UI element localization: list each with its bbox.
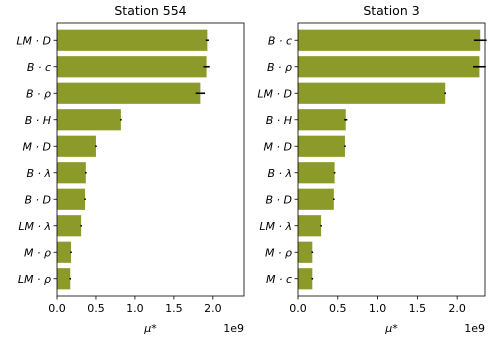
x-axis-offset: 1e9 — [464, 322, 485, 335]
bar — [57, 215, 82, 237]
y-tick-label: M · D — [264, 140, 292, 153]
bar — [57, 135, 96, 157]
y-tick-label: B · H — [266, 114, 292, 127]
bar — [298, 29, 481, 51]
bar — [298, 135, 345, 157]
bar — [298, 241, 313, 263]
y-tick-label: B · D — [24, 193, 51, 206]
x-tick-label: 1.0 — [126, 302, 144, 315]
bar — [57, 82, 201, 104]
y-tick-label: LM · D — [16, 34, 51, 47]
bar — [298, 162, 335, 184]
y-tick-label: LM · λ — [18, 220, 51, 233]
y-tick-label: M · c — [266, 273, 292, 286]
y-tick-label: B · λ — [26, 167, 51, 180]
x-axis-offset: 1e9 — [223, 322, 244, 335]
y-tick-label: B · c — [27, 61, 51, 74]
y-tick-label: B · H — [25, 114, 51, 127]
bar — [298, 268, 313, 290]
bar — [298, 188, 334, 210]
plot-frame — [56, 22, 245, 297]
bar — [57, 188, 86, 210]
x-tick-label: 1.5 — [165, 302, 183, 315]
bar — [298, 56, 480, 78]
x-tick-label: 2.0 — [204, 302, 222, 315]
panel-station-3: Station 3 B · c B · ρ LM · D B · H M · D B · λ… — [257, 3, 487, 335]
y-tick-label: B · λ — [267, 167, 292, 180]
panel-station-554: Station 554 LM · D B · c B · ρ B · H M · D B ·… — [16, 3, 245, 335]
chart-title: Station 554 — [114, 3, 186, 18]
chart-title: Station 3 — [363, 3, 419, 18]
x-tick-label: 0.0 — [289, 302, 307, 315]
y-tick-label: M · ρ — [24, 246, 51, 259]
x-tick-label: 0.5 — [87, 302, 105, 315]
y-tick-label: LM · D — [257, 87, 292, 100]
y-tick-label: B · D — [265, 193, 292, 206]
y-tick-label: LM · ρ — [18, 273, 51, 286]
bar — [57, 29, 208, 51]
bar — [57, 56, 207, 78]
bar — [57, 241, 72, 263]
bar — [57, 162, 86, 184]
x-tick-label: 0.0 — [48, 302, 66, 315]
x-axis-label: μ* — [143, 322, 157, 335]
bar — [57, 268, 71, 290]
y-tick-label: B · c — [268, 34, 292, 47]
bar — [298, 215, 322, 237]
y-tick-label: B · ρ — [267, 61, 292, 74]
y-tick-label: M · D — [23, 140, 51, 153]
y-tick-label: LM · λ — [259, 220, 292, 233]
x-tick-label: 0.5 — [329, 302, 347, 315]
bar — [298, 82, 446, 104]
bar — [57, 109, 121, 131]
x-axis-label: μ* — [384, 322, 398, 335]
y-tick-label: B · ρ — [26, 87, 51, 100]
x-tick-label: 2.0 — [448, 302, 466, 315]
x-tick-label: 1.5 — [409, 302, 427, 315]
x-tick-label: 1.0 — [369, 302, 387, 315]
bar — [298, 109, 346, 131]
plot-frame — [297, 22, 486, 297]
y-tick-label: M · ρ — [265, 246, 292, 259]
